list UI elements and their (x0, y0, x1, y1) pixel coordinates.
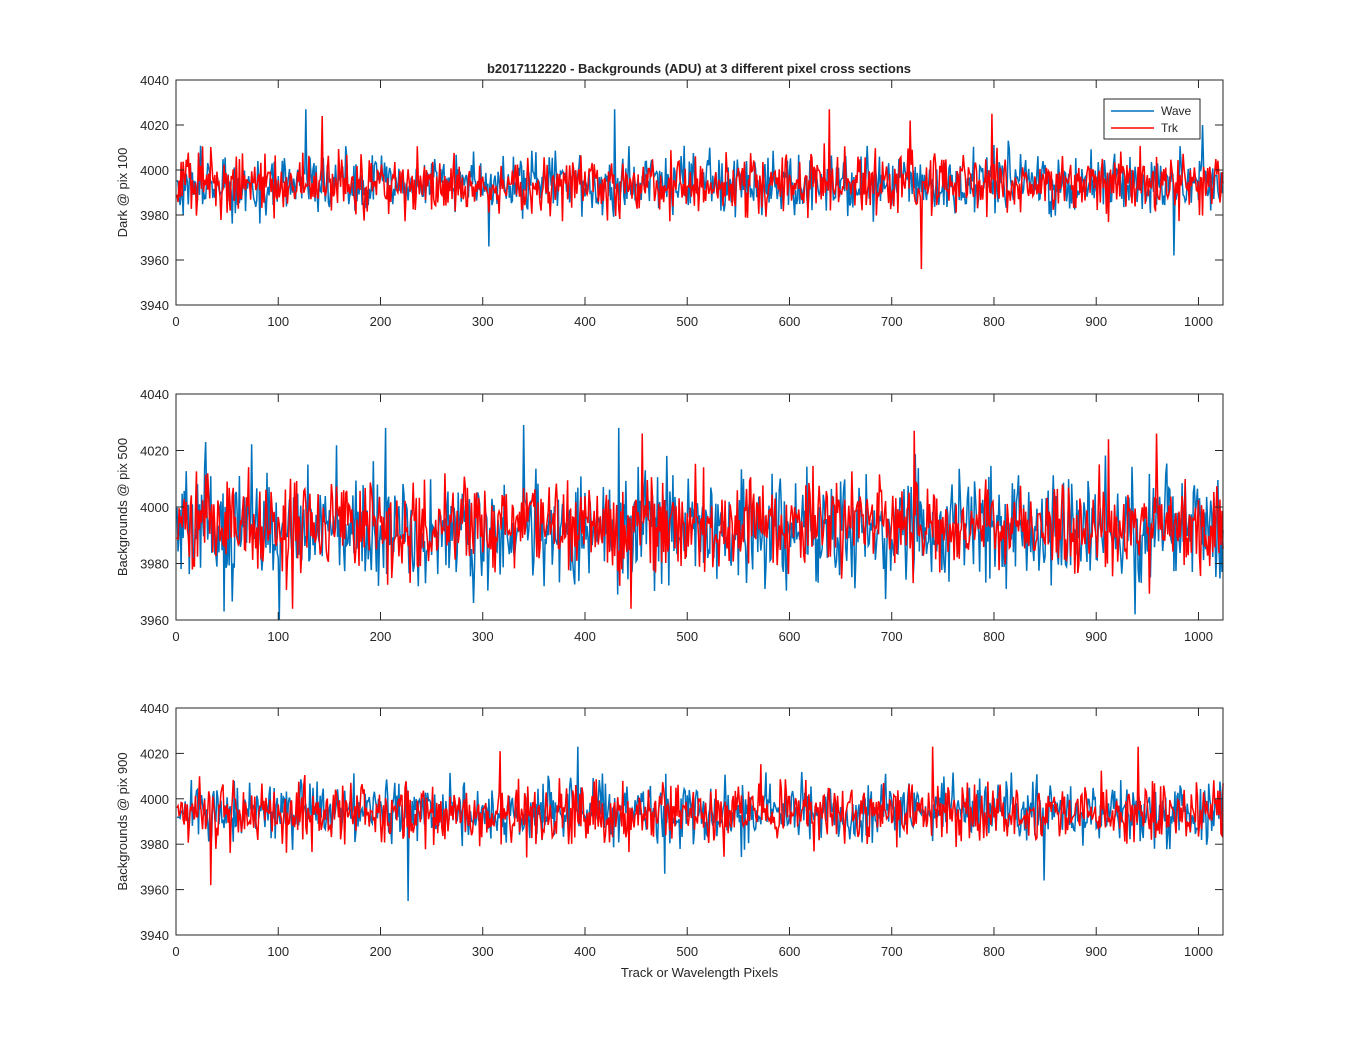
y-tick-label: 4040 (140, 387, 169, 402)
x-tick-label: 900 (1085, 314, 1107, 329)
y-tick-label: 4040 (140, 73, 169, 88)
x-tick-label: 700 (881, 629, 903, 644)
y-tick-label: 3980 (140, 208, 169, 223)
x-tick-label: 600 (779, 944, 801, 959)
x-tick-label: 0 (172, 944, 179, 959)
x-tick-label: 400 (574, 314, 596, 329)
y-axis-label: Backgrounds @ pix 500 (115, 438, 130, 576)
y-axis-label: Dark @ pix 100 (115, 148, 130, 238)
x-tick-label: 500 (676, 314, 698, 329)
x-tick-label: 0 (172, 314, 179, 329)
x-tick-label: 800 (983, 629, 1005, 644)
y-tick-label: 4000 (140, 500, 169, 515)
figure-title: b2017112220 - Backgrounds (ADU) at 3 dif… (487, 61, 911, 76)
x-tick-label: 200 (370, 314, 392, 329)
subplot-2: 0 100 200 300 400 500 600 700 800 900 1000 3960 3980… (115, 387, 1224, 644)
legend-box (1103, 98, 1201, 140)
x-tick-label: 900 (1085, 944, 1107, 959)
y-tick-label: 3960 (140, 253, 169, 268)
x-tick-label: 400 (574, 629, 596, 644)
x-tick-label: 600 (779, 629, 801, 644)
x-tick-label: 300 (472, 314, 494, 329)
x-tick-label: 200 (370, 629, 392, 644)
y-tick-label: 3980 (140, 837, 169, 852)
axes-box (175, 707, 1224, 936)
x-tick-label: 800 (983, 314, 1005, 329)
y-tick-label: 4020 (140, 746, 169, 761)
x-tick-label: 1000 (1184, 944, 1213, 959)
x-tick-label: 500 (676, 944, 698, 959)
x-tick-label: 800 (983, 944, 1005, 959)
x-tick-label: 0 (172, 629, 179, 644)
x-tick-label: 700 (881, 314, 903, 329)
x-tick-label: 100 (267, 629, 289, 644)
y-tick-label: 4000 (140, 792, 169, 807)
legend: Wave Trk (1103, 98, 1201, 140)
legend-label-trk: Trk (1161, 121, 1179, 135)
series-line-trk (176, 109, 1224, 270)
x-tick-label: 500 (676, 629, 698, 644)
y-tick-label: 4020 (140, 444, 169, 459)
x-tick-label: 100 (267, 944, 289, 959)
x-axis-label: Track or Wavelength Pixels (621, 965, 779, 980)
series-line-wave (176, 746, 1224, 901)
x-tick-label: 400 (574, 944, 596, 959)
y-tick-label: 4000 (140, 163, 169, 178)
legend-label-wave: Wave (1161, 104, 1192, 118)
y-tick-label: 3940 (140, 928, 169, 943)
x-tick-label: 1000 (1184, 314, 1213, 329)
axes-box (175, 79, 1224, 306)
subplot-1: 0 100 200 300 400 500 600 700 800 900 1000 3940 3960… (115, 73, 1224, 329)
y-tick-label: 3960 (140, 613, 169, 628)
y-tick-label: 3940 (140, 298, 169, 313)
x-tick-label: 300 (472, 629, 494, 644)
series-line-trk (176, 746, 1224, 886)
x-tick-label: 700 (881, 944, 903, 959)
y-tick-label: 3980 (140, 557, 169, 572)
x-tick-label: 100 (267, 314, 289, 329)
subplot-3: 0 100 200 300 400 500 600 700 800 900 1000 3940 3960… (115, 701, 1224, 980)
y-axis-label: Backgrounds @ pix 900 (115, 752, 130, 890)
x-tick-label: 200 (370, 944, 392, 959)
y-tick-label: 3960 (140, 883, 169, 898)
y-tick-label: 4020 (140, 118, 169, 133)
series-line-trk (176, 430, 1224, 609)
x-tick-label: 900 (1085, 629, 1107, 644)
x-tick-label: 1000 (1184, 629, 1213, 644)
x-tick-label: 300 (472, 944, 494, 959)
x-tick-label: 600 (779, 314, 801, 329)
y-tick-label: 4040 (140, 701, 169, 716)
